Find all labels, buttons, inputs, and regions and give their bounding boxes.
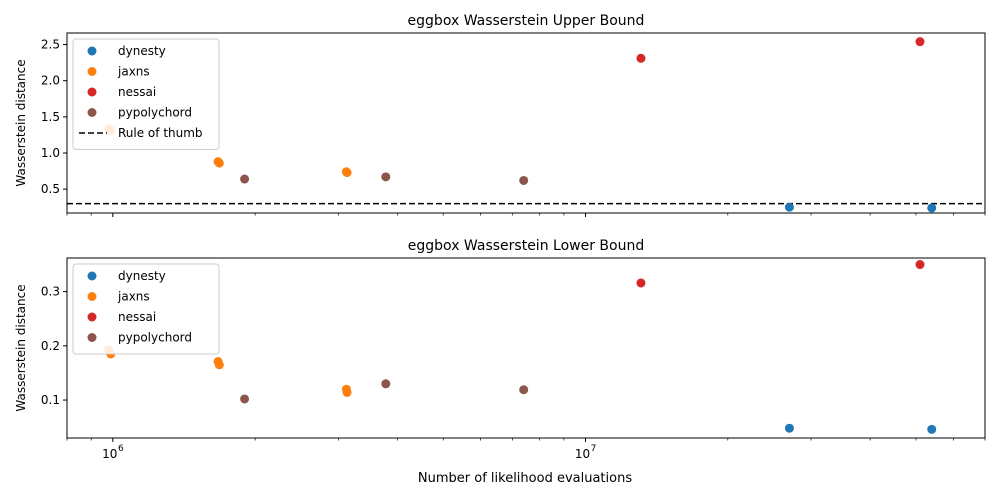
y-axis-label: Wasserstein distance [14, 284, 28, 411]
data-point-nessai [636, 278, 646, 288]
legend-label: jaxns [117, 65, 150, 79]
data-point-jaxns [214, 360, 224, 370]
y-tick-label: 2.5 [41, 38, 60, 52]
legend-box [72, 263, 220, 355]
panels: eggbox Wasserstein Upper Bound Wasserstei… [14, 13, 986, 461]
x-axis-label: Number of likelihood evaluations [418, 471, 632, 486]
plot-frame [66, 32, 986, 214]
y-axis-label: Wasserstein distance [14, 59, 28, 186]
x-tick-exponent: 6 [118, 444, 124, 454]
legend-marker [87, 333, 97, 342]
y-tick-label: 0.5 [41, 182, 60, 196]
data-point-pypolychord [381, 379, 391, 389]
data-point-dynesty [784, 423, 794, 433]
legend-label: nessai [118, 310, 156, 324]
legend-marker [87, 312, 97, 322]
x-tick-label: 10 [102, 447, 117, 461]
legend-label: nessai [118, 85, 156, 99]
data-point-dynesty [784, 202, 794, 212]
data-point-dynesty [927, 424, 937, 434]
x-tick-label: 10 [575, 447, 590, 461]
data-point-pypolychord [381, 172, 391, 182]
data-point-pypolychord [519, 385, 529, 395]
legend-marker [87, 271, 97, 281]
y-tick-label: 1.5 [41, 110, 60, 124]
legend-label: pypolychord [118, 331, 192, 345]
legend-marker [87, 67, 97, 76]
series-dynesty [784, 423, 937, 434]
legend-label: dynesty [118, 44, 166, 58]
series-pypolychord [240, 172, 529, 185]
data-point-jaxns [342, 168, 352, 178]
chart-panel-2: eggbox Wasserstein Lower Bound Wasserstei… [14, 238, 986, 461]
data-point-jaxns [214, 158, 224, 168]
legend-marker [87, 46, 97, 56]
legend-label: dynesty [118, 269, 166, 283]
chart-panel-1: eggbox Wasserstein Upper Bound Wasserstei… [14, 13, 986, 217]
data-point-nessai [915, 260, 925, 270]
legend-label: pypolychord [118, 106, 192, 120]
y-tick-label: 0.2 [41, 339, 60, 353]
legend-marker [87, 292, 97, 301]
chart-title: eggbox Wasserstein Lower Bound [408, 238, 644, 254]
y-tick-label: 2.0 [41, 74, 60, 88]
series-pypolychord [240, 379, 529, 404]
x-tick-exponent: 7 [591, 444, 597, 454]
legend-marker [87, 108, 97, 117]
series-nessai [636, 37, 925, 63]
data-point-dynesty [927, 203, 937, 213]
data-point-nessai [915, 37, 925, 47]
data-point-nessai [636, 53, 646, 63]
y-tick-label: 0.3 [41, 285, 60, 299]
series-nessai [636, 260, 925, 288]
legend-marker [87, 87, 97, 97]
series-dynesty [784, 202, 937, 213]
y-tick-label: 0.1 [41, 393, 60, 407]
y-tick-label: 1.0 [41, 146, 60, 160]
data-point-pypolychord [519, 175, 529, 185]
legend-box [72, 38, 220, 150]
data-point-jaxns [342, 387, 352, 397]
data-point-pypolychord [240, 174, 250, 184]
plot-frame [66, 257, 986, 439]
legend-label: Rule of thumb [118, 126, 203, 140]
data-point-pypolychord [240, 394, 250, 404]
chart-title: eggbox Wasserstein Upper Bound [408, 13, 645, 29]
legend-label: jaxns [117, 290, 150, 304]
